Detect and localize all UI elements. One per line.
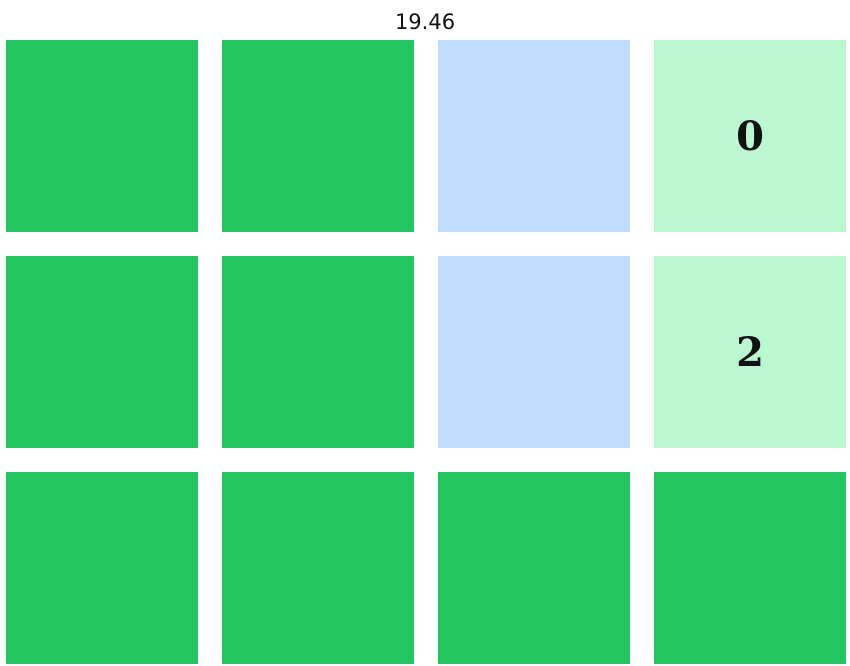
tile[interactable] bbox=[6, 256, 198, 448]
tile[interactable]: 2 bbox=[654, 256, 846, 448]
tile[interactable] bbox=[6, 40, 198, 232]
tile[interactable] bbox=[438, 256, 630, 448]
tile[interactable] bbox=[222, 472, 414, 664]
tile[interactable] bbox=[438, 472, 630, 664]
tile[interactable] bbox=[222, 256, 414, 448]
timer: 19.46 bbox=[394, 10, 456, 34]
tile[interactable] bbox=[222, 40, 414, 232]
tile[interactable] bbox=[6, 472, 198, 664]
game-board: 0 2 bbox=[6, 40, 846, 664]
tile[interactable] bbox=[654, 472, 846, 664]
tile[interactable]: 0 bbox=[654, 40, 846, 232]
tile[interactable] bbox=[438, 40, 630, 232]
